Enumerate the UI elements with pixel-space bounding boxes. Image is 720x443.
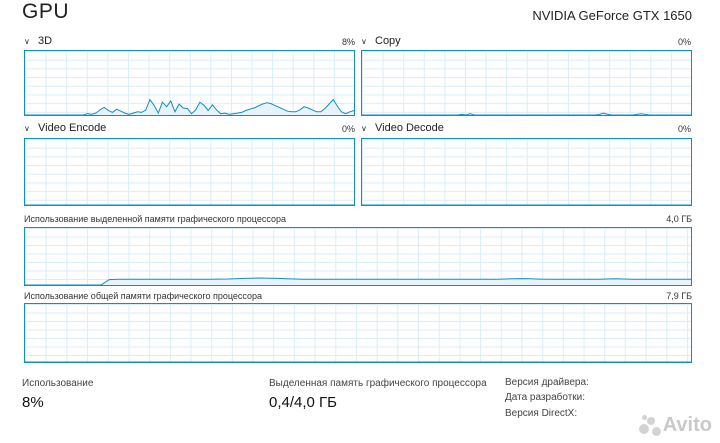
usage-value: 8%: [22, 394, 44, 411]
graph-3d: [24, 50, 355, 116]
chevron-down-icon[interactable]: ∨: [24, 123, 30, 133]
dedicated-memory-label: Использование выделенной памяти графичес…: [24, 214, 286, 224]
graph-area: [25, 99, 354, 115]
graph-3d-svg: [25, 98, 355, 116]
graph-line: [25, 98, 355, 116]
usage-label: Использование: [22, 378, 94, 389]
graph-dedicated-memory-svg: [25, 277, 691, 286]
panel-3d-label: 3D: [38, 35, 53, 47]
driver-date-label: Дата разработки:: [505, 392, 586, 403]
graph-copy: [361, 50, 692, 116]
avito-watermark: Avito: [638, 414, 712, 437]
graph-dedicated-memory: [24, 227, 692, 286]
avito-logo-icon: [638, 414, 661, 437]
panel-copy-label: Copy: [375, 35, 401, 47]
graph-video-decode-svg: [362, 204, 691, 206]
driver-version-label: Версия драйвера:: [505, 377, 589, 388]
avito-watermark-text: Avito: [662, 414, 712, 436]
dedicated-mem-stat-value: 0,4/4,0 ГБ: [269, 394, 338, 411]
dedicated-memory-max: 4,0 ГБ: [666, 214, 692, 224]
shared-memory-label: Использование общей памяти графического …: [24, 291, 263, 301]
panel-video-encode-label: Video Encode: [38, 122, 107, 134]
gpu-model-name: NVIDIA GeForce GTX 1650: [532, 8, 692, 23]
graph-video-encode: [24, 138, 355, 206]
panel-video-decode-header[interactable]: ∨ Video Decode: [361, 122, 444, 134]
graph-video-encode-svg: [25, 204, 354, 206]
panel-3d-percent: 8%: [341, 37, 355, 47]
chevron-down-icon[interactable]: ∨: [361, 123, 367, 133]
graph-shared-memory-svg: [25, 361, 691, 363]
directx-version-label: Версия DirectX:: [505, 408, 578, 419]
panel-video-decode-label: Video Decode: [375, 122, 444, 134]
graph-copy-svg: [362, 112, 691, 116]
graph-line: [25, 277, 691, 286]
panel-video-encode-header[interactable]: ∨ Video Encode: [24, 122, 106, 134]
panel-copy-percent: 0%: [677, 37, 691, 47]
panel-3d-header[interactable]: ∨ 3D: [24, 35, 52, 47]
chevron-down-icon[interactable]: ∨: [361, 36, 367, 46]
panel-copy-header[interactable]: ∨ Copy: [361, 35, 401, 47]
graph-shared-memory: [24, 303, 692, 363]
panel-video-decode-percent: 0%: [677, 124, 691, 134]
graph-line: [362, 112, 691, 116]
shared-memory-max: 7,9 ГБ: [666, 291, 692, 301]
graph-video-decode: [361, 138, 692, 206]
panel-video-encode-percent: 0%: [341, 124, 355, 134]
chevron-down-icon[interactable]: ∨: [24, 36, 30, 46]
page-title: GPU: [22, 0, 70, 23]
dedicated-mem-stat-label: Выделенная память графического процессор…: [269, 378, 487, 389]
